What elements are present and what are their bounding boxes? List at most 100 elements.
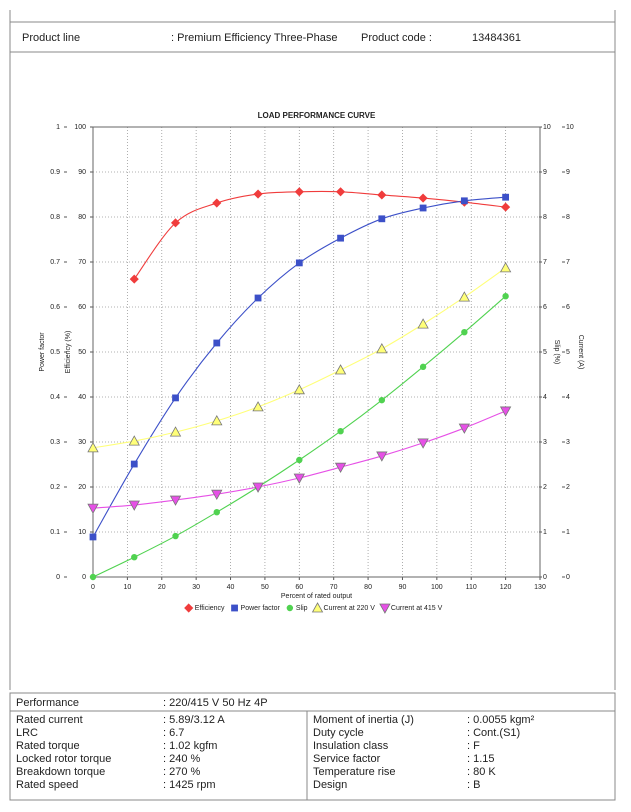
spec-label: Rated current	[16, 714, 83, 726]
y-tick-label: 10	[566, 124, 574, 131]
marker	[499, 406, 512, 417]
spec-value: : 240 %	[163, 753, 201, 765]
spec-box	[9, 692, 616, 801]
marker	[213, 509, 220, 516]
label: Product code :	[361, 32, 432, 44]
x-tick-label: 20	[158, 584, 166, 591]
y-tick-label: 1	[543, 529, 547, 536]
series-line	[133, 190, 506, 280]
spec-label: Insulation class	[313, 740, 389, 752]
spec-value: : B	[467, 779, 480, 791]
marker	[212, 198, 222, 208]
spec-label: Performance	[16, 697, 79, 709]
marker	[379, 603, 391, 614]
value: : Premium Efficiency Three-Phase	[171, 32, 338, 44]
marker	[131, 554, 138, 561]
y-tick-label: 8	[543, 214, 547, 221]
marker	[501, 202, 511, 212]
marker	[458, 423, 471, 434]
marker	[417, 318, 429, 329]
marker	[419, 204, 427, 212]
x-tick-label: 80	[364, 584, 372, 591]
marker	[337, 234, 344, 242]
marker	[378, 396, 386, 404]
marker	[254, 294, 262, 302]
marker	[502, 193, 510, 201]
legend-label: Slip	[296, 605, 308, 612]
marker	[253, 189, 263, 199]
y-tick-label: 7	[566, 259, 570, 266]
marker	[184, 603, 194, 613]
y-tick-label: 8	[566, 214, 570, 221]
y-axis-label: Efficiency (%)	[65, 331, 72, 374]
marker	[170, 218, 181, 228]
x-tick-label: 30	[192, 584, 200, 591]
y-tick-label: 2	[566, 484, 570, 491]
y-tick-label: 1	[56, 124, 60, 131]
y-tick-label: 0.9	[50, 169, 60, 176]
plot-area	[92, 126, 541, 578]
y-tick-label: 70	[78, 259, 86, 266]
y-tick-label: 60	[78, 304, 86, 311]
chart-title: LOAD PERFORMANCE CURVE	[258, 111, 376, 120]
marker	[252, 482, 264, 493]
spec-value: : 1425 rpm	[163, 779, 216, 791]
marker	[499, 262, 512, 273]
x-tick-label: 50	[261, 584, 269, 591]
spec-value: : F	[467, 740, 480, 752]
marker	[336, 187, 346, 197]
spec-label: Rated torque	[16, 740, 80, 752]
legend: Efficiency Power factor Slip Current at 220…	[184, 602, 443, 614]
marker	[458, 291, 471, 302]
marker	[293, 383, 305, 395]
marker	[419, 363, 427, 371]
legend-label: Efficiency	[195, 605, 225, 612]
x-tick-label: 110	[466, 584, 477, 591]
marker	[89, 573, 97, 581]
marker	[296, 456, 303, 464]
marker	[461, 329, 468, 336]
marker	[460, 197, 468, 205]
y-tick-label: 10	[543, 124, 551, 131]
marker	[417, 438, 429, 449]
y-tick-label: 80	[78, 214, 86, 221]
marker	[169, 495, 182, 506]
marker	[213, 339, 221, 347]
marker	[252, 401, 264, 412]
x-axis-label: Percent of rated output	[281, 593, 352, 600]
y-tick-label: 0.6	[50, 304, 60, 311]
marker	[128, 435, 140, 446]
spec-label: Design	[313, 779, 347, 791]
y-tick-label: 6	[566, 304, 570, 311]
marker	[128, 500, 140, 511]
marker	[129, 274, 139, 284]
y-tick-label: 0.7	[50, 259, 60, 266]
spec-value: : 220/415 V 50 Hz 4P	[163, 697, 268, 709]
spec-label: LRC	[16, 727, 38, 739]
y-tick-label: 0.3	[50, 439, 60, 446]
y-tick-label: 4	[566, 394, 570, 401]
spec-value: : 6.7	[163, 727, 184, 739]
spec-label: Moment of inertia (J)	[313, 714, 414, 726]
spec-label: Locked rotor torque	[16, 753, 111, 765]
y-axis-label: Current (A)	[577, 335, 584, 370]
marker	[172, 532, 179, 540]
y-tick-label: 20	[78, 484, 86, 491]
spec-value: : 1.02 kgfm	[163, 740, 217, 752]
marker	[376, 343, 388, 354]
marker	[337, 428, 344, 435]
x-tick-label: 70	[330, 584, 338, 591]
y-tick-label: 0.1	[50, 529, 60, 536]
y-tick-label: 2	[543, 484, 547, 491]
x-tick-label: 10	[123, 584, 131, 591]
marker	[334, 364, 347, 375]
y-tick-label: 0	[82, 574, 86, 581]
marker	[311, 602, 324, 613]
marker	[211, 489, 223, 501]
x-tick-label: 0	[91, 584, 95, 591]
marker	[502, 293, 509, 300]
x-tick-label: 40	[227, 584, 235, 591]
y-tick-label: 3	[566, 439, 570, 446]
